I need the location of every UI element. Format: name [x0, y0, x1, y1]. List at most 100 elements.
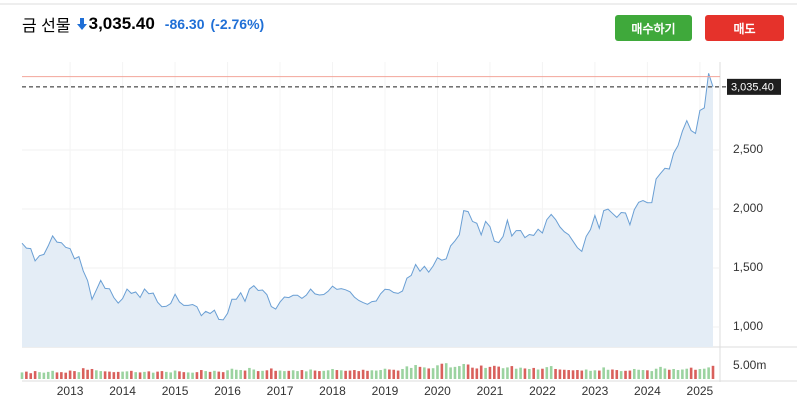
title: 금 선물 [22, 18, 71, 35]
volume-bar [248, 367, 251, 379]
volume-bar [637, 369, 640, 379]
volume-bar [593, 370, 597, 379]
volume-bar [493, 365, 496, 379]
volume-bar [29, 373, 33, 379]
volume-bar [628, 370, 632, 379]
volume-bar [147, 371, 151, 379]
volume-bar [444, 363, 448, 379]
volume-bar [165, 371, 168, 379]
header: 금 선물 3,035.40 -86.30 (-2.76%) [22, 12, 264, 36]
volume-bar [676, 370, 680, 379]
volume-bar [318, 371, 321, 379]
volume-bar [339, 370, 343, 379]
volume-bar [694, 369, 697, 379]
x-tick-label: 2013 [57, 384, 84, 398]
y-tick-label: 1,500 [733, 260, 763, 274]
volume-bar [95, 370, 98, 379]
volume-bar [466, 364, 470, 379]
volume-bar [156, 371, 159, 379]
volume-bar [602, 367, 605, 379]
volume-bar [707, 367, 710, 379]
volume-bar [300, 370, 304, 379]
volume-bar [116, 371, 120, 379]
volume-bar [344, 370, 347, 379]
volume-bar [567, 370, 570, 379]
volume-bar [90, 368, 94, 379]
volume-bar [353, 370, 356, 379]
volume-bar [138, 372, 142, 379]
volume-bar [392, 369, 396, 379]
volume-bar [672, 368, 675, 379]
volume-bar [497, 366, 501, 379]
volume-bar [396, 370, 400, 379]
volume-bar [265, 370, 269, 379]
volume-bar [361, 369, 365, 379]
volume-bar [383, 368, 387, 379]
volume-bar [287, 370, 291, 379]
last-price-tag [727, 78, 781, 95]
volume-bar [73, 371, 76, 379]
volume-bar [169, 372, 172, 379]
volume-bar [501, 368, 505, 379]
volume-bar [230, 368, 234, 379]
volume-bar [283, 371, 286, 379]
volume-bar [291, 370, 295, 379]
volume-bar [366, 370, 369, 379]
volume-bar [134, 372, 138, 379]
volume-bar [256, 371, 260, 379]
x-tick-label: 2021 [477, 384, 504, 398]
volume-bar [698, 368, 702, 379]
x-tick-label: 2018 [319, 384, 346, 398]
down-arrow [76, 18, 87, 30]
volume-bar [252, 369, 256, 379]
volume-bar [143, 371, 146, 379]
volume-bar [25, 371, 28, 379]
volume-bar [584, 369, 588, 379]
volume-bar [615, 370, 619, 379]
volume-bar [108, 371, 111, 379]
volume-bar [702, 368, 706, 379]
volume-bar [60, 372, 63, 379]
y-tick-label: 2,000 [733, 201, 763, 215]
x-tick-label: 2015 [162, 384, 189, 398]
volume-bar [681, 369, 684, 379]
volume-bar [370, 370, 374, 379]
volume-bar [313, 370, 317, 379]
y-tick-label: 2,500 [733, 142, 763, 156]
volume-bar [125, 371, 129, 379]
volume-bar [86, 369, 89, 379]
volume-bar [217, 371, 221, 379]
volume-bar [711, 365, 715, 379]
volume-bar [160, 371, 164, 379]
volume-bar [186, 372, 190, 379]
volume-bar [479, 365, 483, 379]
volume-bar [46, 371, 50, 379]
x-tick-label: 2024 [634, 384, 661, 398]
volume-bar [200, 370, 203, 379]
volume-bar [458, 366, 461, 379]
volume-bar [173, 370, 177, 379]
volume-bar [519, 367, 522, 379]
volume-bar [624, 370, 627, 379]
volume-bar [532, 367, 535, 379]
volume-bar [191, 372, 194, 379]
sell-button[interactable]: 매도 [705, 15, 784, 41]
volume-bar [685, 368, 689, 379]
volume-bar [20, 372, 24, 379]
volume-bar [414, 365, 417, 379]
volume-bar [401, 368, 404, 379]
x-tick-label: 2025 [687, 384, 714, 398]
volume-bar [488, 366, 492, 379]
volume-bar [178, 371, 181, 379]
volume-bar [304, 371, 308, 379]
volume-bar [335, 370, 339, 379]
volume-bar [234, 369, 238, 379]
x-tick-label: 2014 [109, 384, 136, 398]
volume-bar [182, 372, 186, 379]
volume-bar [528, 368, 531, 379]
buy-button[interactable]: 매수하기 [615, 15, 692, 41]
volume-bar [112, 372, 116, 379]
volume-bar [514, 368, 518, 379]
volume-bar [418, 366, 422, 379]
volume-bar [405, 366, 409, 379]
